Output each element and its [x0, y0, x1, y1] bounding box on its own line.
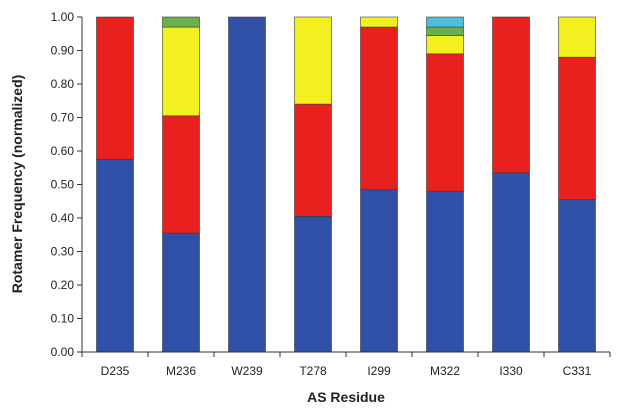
bar-segment-t278-2 [294, 16, 332, 105]
bar-segment-i330-1 [492, 16, 530, 174]
y-tick-labels: 0.00 0.10 0.20 0.30 0.40 0.50 0.60 0.70 0.80 0.90… [51, 10, 75, 359]
x-tick-label-d235: D235 [101, 364, 130, 378]
bar-layer [96, 16, 596, 353]
bar-segment-m236-1 [162, 115, 200, 234]
bar-segment-m322-3 [426, 26, 464, 36]
y-tick-label: 0.50 [51, 178, 75, 192]
bar-segment-m322-2 [426, 35, 464, 55]
bar-segment-w239-0 [228, 16, 266, 353]
bar-segment-t278-1 [294, 103, 332, 217]
x-tick-label-w239: W239 [231, 364, 263, 378]
y-tick-label: 0.80 [51, 77, 75, 91]
bar-segment-m236-3 [162, 16, 200, 28]
axes [77, 16, 611, 357]
y-tick-label: 1.00 [51, 10, 75, 24]
x-tick-label-c331: C331 [563, 364, 592, 378]
y-tick-label: 0.00 [51, 345, 75, 359]
bar-segment-i299-2 [360, 16, 398, 28]
bar-segment-m236-0 [162, 232, 200, 353]
bar-segment-m322-0 [426, 190, 464, 353]
y-tick-label: 0.90 [51, 44, 75, 58]
x-tick-label-t278: T278 [299, 364, 327, 378]
bar-segment-m236-2 [162, 26, 200, 117]
bar-segment-d235-1 [96, 16, 134, 160]
bar-segment-t278-0 [294, 216, 332, 353]
y-axis-title: Rotamer Frequency (normalized) [9, 75, 25, 294]
bar-segment-i299-1 [360, 26, 398, 190]
y-tick-label: 0.30 [51, 245, 75, 259]
x-tick-label-i299: I299 [367, 364, 391, 378]
bar-segment-m322-1 [426, 53, 464, 192]
bar-segment-c331-0 [558, 199, 596, 353]
bar-segment-i299-0 [360, 189, 398, 353]
x-tick-label-i330: I330 [499, 364, 523, 378]
y-tick-label: 0.10 [51, 312, 75, 326]
bar-segment-d235-0 [96, 159, 134, 353]
bar-segment-c331-1 [558, 56, 596, 200]
y-tick-label: 0.40 [51, 211, 75, 225]
y-tick-label: 0.20 [51, 278, 75, 292]
x-tick-label-m322: M322 [430, 364, 460, 378]
bar-segment-i330-0 [492, 172, 530, 353]
bar-segment-m322-4 [426, 16, 464, 28]
bar-segment-c331-2 [558, 16, 596, 58]
y-tick-label: 0.60 [51, 144, 75, 158]
x-tick-label-m236: M236 [166, 364, 196, 378]
x-axis-title: AS Residue [307, 389, 385, 405]
x-tick-labels: D235 M236 W239 T278 I299 M322 I330 C331 [101, 364, 592, 378]
y-tick-label: 0.70 [51, 111, 75, 125]
